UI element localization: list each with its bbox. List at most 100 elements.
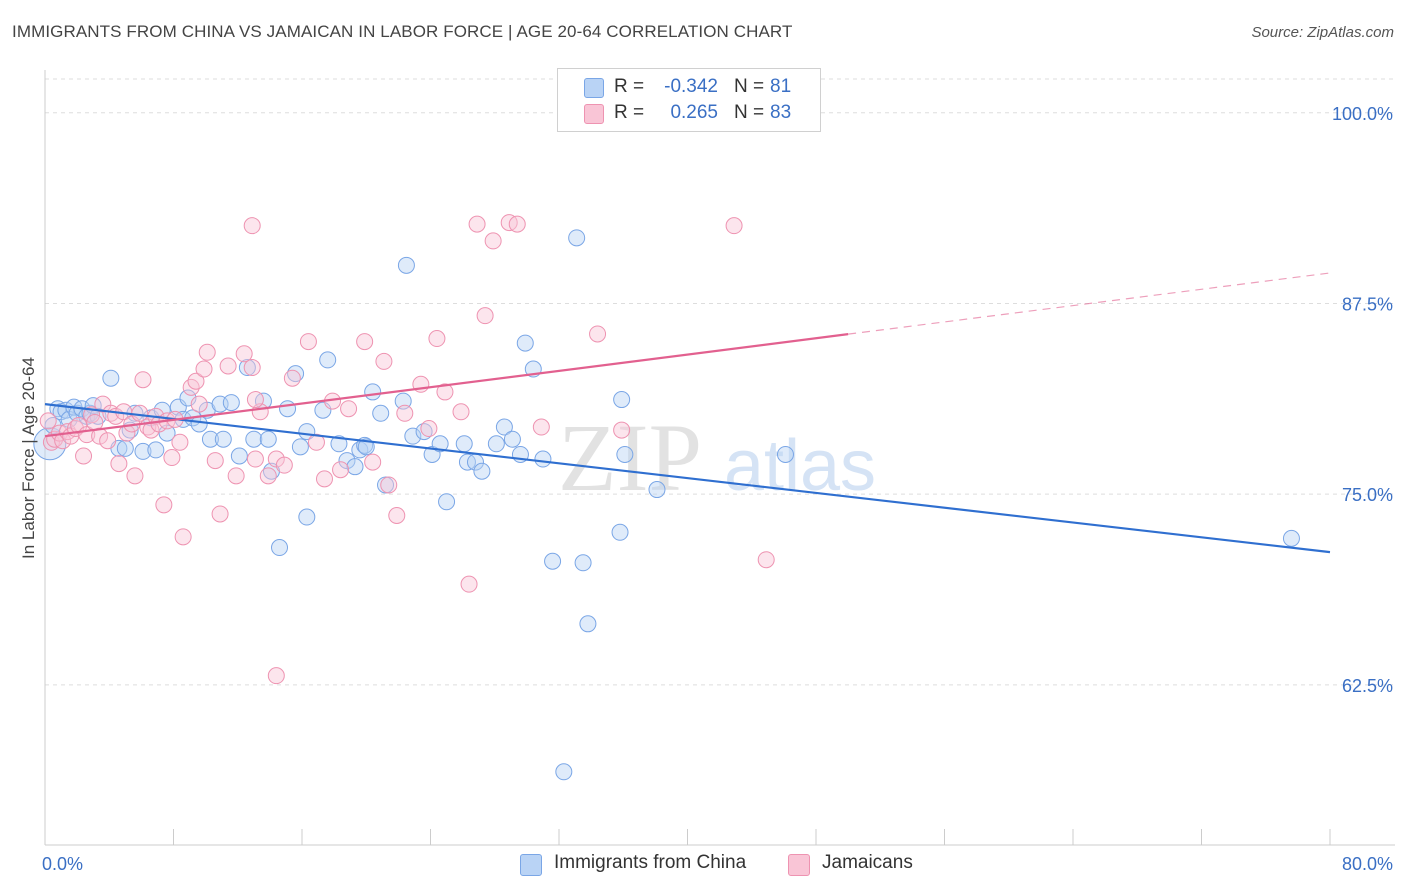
point-jamaicans [110, 455, 128, 473]
point-china [579, 615, 597, 633]
point-jamaicans [275, 456, 293, 474]
point-jamaicans [396, 404, 414, 422]
point-jamaicans [589, 325, 607, 343]
point-china [1282, 529, 1300, 547]
point-jamaicans [219, 357, 237, 375]
point-jamaicans [235, 345, 253, 363]
point-jamaicans [476, 307, 494, 325]
point-jamaicans [375, 352, 393, 370]
legend-swatch-china [584, 78, 604, 98]
point-china [404, 427, 422, 445]
point-china [279, 400, 297, 418]
point-jamaicans [283, 369, 301, 387]
legend-r-value: 0.265 [670, 102, 718, 123]
y-axis-label: In Labor Force | Age 20-64 [19, 357, 38, 559]
point-jamaicans [155, 496, 173, 514]
point-china [357, 438, 375, 456]
point-jamaicans [428, 330, 446, 348]
point-china [245, 430, 263, 448]
point-china [134, 442, 152, 460]
chart-source: Source: ZipAtlas.com [1251, 24, 1394, 41]
point-jamaicans [725, 217, 743, 235]
point-jamaicans [613, 421, 631, 439]
point-china [555, 763, 573, 781]
point-jamaicans [198, 343, 216, 361]
point-jamaicans [174, 528, 192, 546]
point-china [503, 430, 521, 448]
legend-n-value: 83 [770, 102, 792, 123]
point-china [473, 462, 491, 480]
x-tick-label: 0.0% [42, 854, 83, 874]
point-china [394, 392, 412, 410]
axes [44, 70, 1395, 846]
point-jamaicans [206, 452, 224, 470]
x-tick-label: 80.0% [1342, 854, 1393, 874]
point-jamaicans [420, 420, 438, 438]
legend-r-label: R = [614, 102, 645, 123]
point-jamaicans [460, 575, 478, 593]
point-china [287, 365, 305, 383]
trend-line-jamaicans-projection [848, 272, 1331, 335]
point-china [648, 481, 666, 499]
point-jamaicans [315, 470, 333, 488]
point-china [291, 438, 309, 456]
point-china [397, 256, 415, 274]
point-china [455, 435, 473, 453]
trend-lines [44, 272, 1331, 554]
point-jamaicans [54, 432, 72, 450]
y-tick-label: 62.5% [1342, 676, 1393, 696]
legend-r-label: R = [614, 76, 645, 97]
point-jamaicans [452, 403, 470, 421]
point-china [346, 458, 364, 476]
watermark-zip: ZIP [558, 404, 702, 511]
point-china [222, 394, 240, 412]
point-china [33, 427, 67, 461]
point-china [544, 552, 562, 570]
bottom-legend-swatch-jamaicans [788, 854, 810, 876]
point-china [102, 369, 120, 387]
point-jamaicans [259, 467, 277, 485]
point-china [298, 508, 316, 526]
point-china [534, 450, 552, 468]
point-jamaicans [227, 467, 245, 485]
legend-n-label: N = [734, 102, 765, 123]
point-china [776, 445, 794, 463]
watermark-atlas: atlas [724, 426, 876, 506]
point-jamaicans [356, 333, 374, 351]
point-jamaicans [532, 418, 550, 436]
legend-row-china: R = -0.342 N = 81 [558, 75, 820, 101]
point-china [372, 404, 390, 422]
point-jamaicans [171, 433, 189, 451]
y-tick-label: 100.0% [1332, 104, 1393, 124]
point-china [415, 423, 433, 441]
point-jamaicans [340, 400, 358, 418]
point-jamaicans [468, 215, 486, 233]
point-china [201, 430, 219, 448]
point-jamaicans [126, 467, 144, 485]
legend-n-label: N = [734, 76, 765, 97]
point-jamaicans [243, 217, 261, 235]
point-china [214, 430, 232, 448]
point-jamaicans [307, 433, 325, 451]
point-jamaicans [508, 215, 526, 233]
data-points [33, 214, 1300, 781]
tick-labels: 100.0% 87.5% 75.0% 62.5% 0.0% 80.0% [42, 104, 1393, 874]
point-china [330, 435, 348, 453]
point-china [259, 430, 277, 448]
point-china [516, 334, 534, 352]
point-china [613, 391, 631, 409]
point-china [271, 539, 289, 557]
y-tick-label: 75.0% [1342, 485, 1393, 505]
point-jamaicans [195, 360, 213, 378]
point-china [147, 441, 165, 459]
point-china [616, 445, 634, 463]
point-jamaicans [246, 450, 264, 468]
point-china [574, 554, 592, 572]
trend-line-jamaicans [44, 333, 849, 438]
watermark: ZIP atlas [558, 404, 876, 511]
point-china [230, 447, 248, 465]
y-tick-label: 87.5% [1342, 294, 1393, 314]
point-jamaicans [364, 453, 382, 471]
point-china [364, 383, 382, 401]
